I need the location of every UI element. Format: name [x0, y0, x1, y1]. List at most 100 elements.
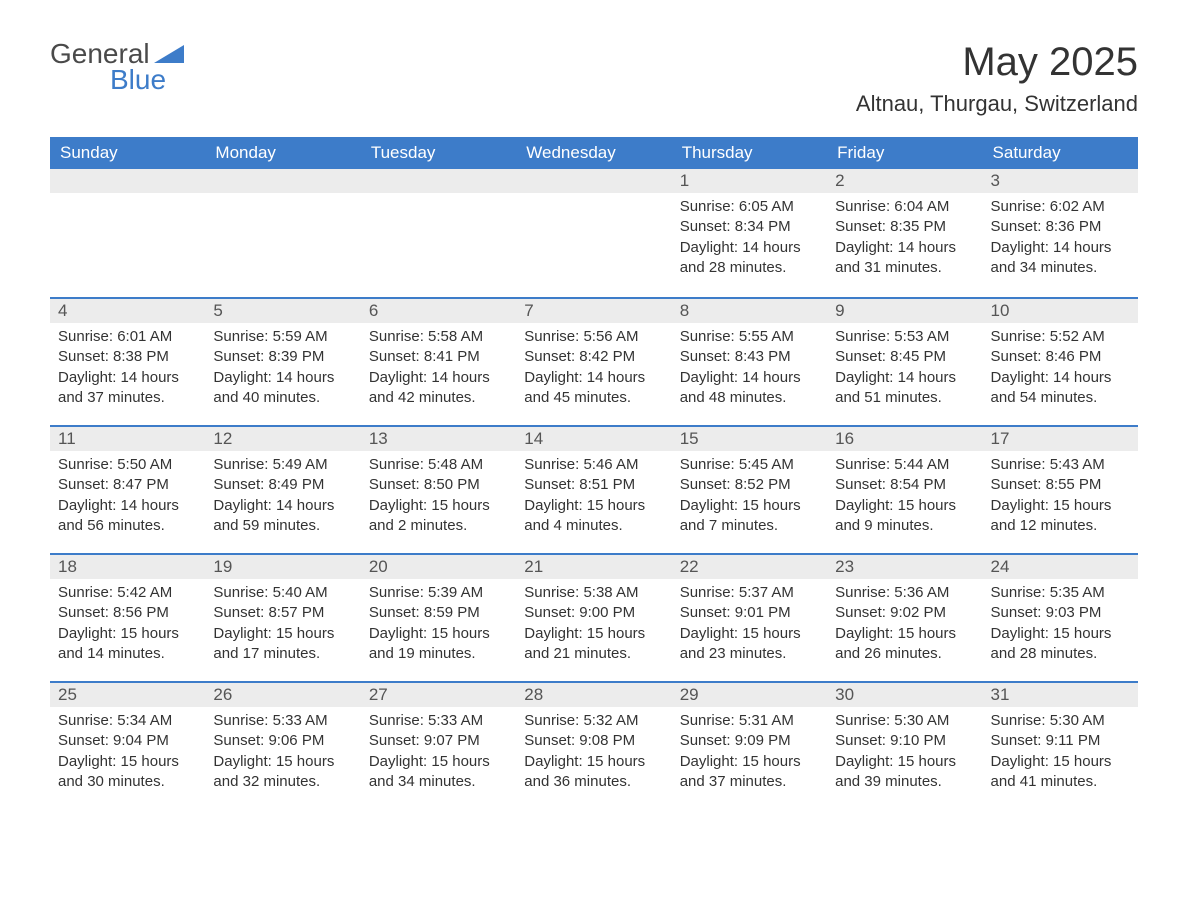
sunset-line: Sunset: 9:03 PM: [991, 603, 1130, 623]
day-data: Sunrise: 5:35 AMSunset: 9:03 PMDaylight:…: [983, 579, 1138, 676]
sunset-line: Sunset: 9:00 PM: [524, 603, 663, 623]
day-number: 2: [827, 169, 982, 193]
sunrise-line: Sunrise: 5:34 AM: [58, 711, 197, 731]
daylight-line: Daylight: 15 hours and 28 minutes.: [991, 624, 1130, 665]
day-number: 27: [361, 683, 516, 707]
calendar-table: SundayMondayTuesdayWednesdayThursdayFrid…: [50, 137, 1138, 809]
daylight-line: Daylight: 14 hours and 31 minutes.: [835, 238, 974, 279]
sunset-line: Sunset: 8:45 PM: [835, 347, 974, 367]
calendar-day-cell: 28Sunrise: 5:32 AMSunset: 9:08 PMDayligh…: [516, 681, 671, 809]
day-data: Sunrise: 5:33 AMSunset: 9:07 PMDaylight:…: [361, 707, 516, 804]
sunset-line: Sunset: 8:54 PM: [835, 475, 974, 495]
weekday-header: Friday: [827, 137, 982, 169]
day-number: 26: [205, 683, 360, 707]
daylight-line: Daylight: 15 hours and 2 minutes.: [369, 496, 508, 537]
sunrise-line: Sunrise: 5:58 AM: [369, 327, 508, 347]
day-number: 3: [983, 169, 1138, 193]
day-number: 7: [516, 299, 671, 323]
day-data: Sunrise: 5:52 AMSunset: 8:46 PMDaylight:…: [983, 323, 1138, 420]
sunrise-line: Sunrise: 5:32 AM: [524, 711, 663, 731]
day-data: Sunrise: 5:30 AMSunset: 9:11 PMDaylight:…: [983, 707, 1138, 804]
calendar-day-cell: 25Sunrise: 5:34 AMSunset: 9:04 PMDayligh…: [50, 681, 205, 809]
day-number: 20: [361, 555, 516, 579]
sunset-line: Sunset: 9:07 PM: [369, 731, 508, 751]
daylight-line: Daylight: 15 hours and 39 minutes.: [835, 752, 974, 793]
day-number: 21: [516, 555, 671, 579]
sunset-line: Sunset: 8:39 PM: [213, 347, 352, 367]
calendar-day-cell: 4Sunrise: 6:01 AMSunset: 8:38 PMDaylight…: [50, 297, 205, 425]
sunrise-line: Sunrise: 5:33 AM: [369, 711, 508, 731]
sunset-line: Sunset: 8:50 PM: [369, 475, 508, 495]
calendar-week-row: 25Sunrise: 5:34 AMSunset: 9:04 PMDayligh…: [50, 681, 1138, 809]
sunrise-line: Sunrise: 5:35 AM: [991, 583, 1130, 603]
sunrise-line: Sunrise: 5:48 AM: [369, 455, 508, 475]
calendar-day-cell: 19Sunrise: 5:40 AMSunset: 8:57 PMDayligh…: [205, 553, 360, 681]
calendar-day-cell: 31Sunrise: 5:30 AMSunset: 9:11 PMDayligh…: [983, 681, 1138, 809]
calendar-week-row: 1Sunrise: 6:05 AMSunset: 8:34 PMDaylight…: [50, 169, 1138, 297]
day-data: Sunrise: 5:31 AMSunset: 9:09 PMDaylight:…: [672, 707, 827, 804]
calendar-week-row: 11Sunrise: 5:50 AMSunset: 8:47 PMDayligh…: [50, 425, 1138, 553]
day-data: Sunrise: 5:43 AMSunset: 8:55 PMDaylight:…: [983, 451, 1138, 548]
day-data: Sunrise: 5:38 AMSunset: 9:00 PMDaylight:…: [516, 579, 671, 676]
daylight-line: Daylight: 14 hours and 59 minutes.: [213, 496, 352, 537]
calendar-day-cell: 18Sunrise: 5:42 AMSunset: 8:56 PMDayligh…: [50, 553, 205, 681]
day-number: 30: [827, 683, 982, 707]
day-data: Sunrise: 5:59 AMSunset: 8:39 PMDaylight:…: [205, 323, 360, 420]
sunset-line: Sunset: 8:35 PM: [835, 217, 974, 237]
daylight-line: Daylight: 15 hours and 30 minutes.: [58, 752, 197, 793]
daylight-line: Daylight: 14 hours and 34 minutes.: [991, 238, 1130, 279]
sunset-line: Sunset: 8:59 PM: [369, 603, 508, 623]
daylight-line: Daylight: 15 hours and 41 minutes.: [991, 752, 1130, 793]
daylight-line: Daylight: 15 hours and 32 minutes.: [213, 752, 352, 793]
daylight-line: Daylight: 15 hours and 9 minutes.: [835, 496, 974, 537]
daylight-line: Daylight: 15 hours and 14 minutes.: [58, 624, 197, 665]
daylight-line: Daylight: 15 hours and 37 minutes.: [680, 752, 819, 793]
day-number: 14: [516, 427, 671, 451]
day-number: 13: [361, 427, 516, 451]
calendar-header-row: SundayMondayTuesdayWednesdayThursdayFrid…: [50, 137, 1138, 169]
sunrise-line: Sunrise: 5:55 AM: [680, 327, 819, 347]
daylight-line: Daylight: 14 hours and 42 minutes.: [369, 368, 508, 409]
sunrise-line: Sunrise: 5:46 AM: [524, 455, 663, 475]
day-data: Sunrise: 6:01 AMSunset: 8:38 PMDaylight:…: [50, 323, 205, 420]
logo: General Blue: [50, 40, 184, 94]
sunset-line: Sunset: 8:38 PM: [58, 347, 197, 367]
day-number: 4: [50, 299, 205, 323]
daylight-line: Daylight: 14 hours and 48 minutes.: [680, 368, 819, 409]
day-data: Sunrise: 5:30 AMSunset: 9:10 PMDaylight:…: [827, 707, 982, 804]
calendar-day-cell: 10Sunrise: 5:52 AMSunset: 8:46 PMDayligh…: [983, 297, 1138, 425]
daylight-line: Daylight: 14 hours and 37 minutes.: [58, 368, 197, 409]
calendar-day-cell: 24Sunrise: 5:35 AMSunset: 9:03 PMDayligh…: [983, 553, 1138, 681]
day-data: Sunrise: 5:37 AMSunset: 9:01 PMDaylight:…: [672, 579, 827, 676]
sunset-line: Sunset: 8:57 PM: [213, 603, 352, 623]
day-number: 10: [983, 299, 1138, 323]
day-data: Sunrise: 5:33 AMSunset: 9:06 PMDaylight:…: [205, 707, 360, 804]
sunrise-line: Sunrise: 5:30 AM: [835, 711, 974, 731]
sunrise-line: Sunrise: 5:50 AM: [58, 455, 197, 475]
sunset-line: Sunset: 9:01 PM: [680, 603, 819, 623]
sunset-line: Sunset: 9:10 PM: [835, 731, 974, 751]
day-data: Sunrise: 5:32 AMSunset: 9:08 PMDaylight:…: [516, 707, 671, 804]
calendar-day-cell: 1Sunrise: 6:05 AMSunset: 8:34 PMDaylight…: [672, 169, 827, 297]
sunset-line: Sunset: 9:04 PM: [58, 731, 197, 751]
day-number: 29: [672, 683, 827, 707]
sunrise-line: Sunrise: 5:30 AM: [991, 711, 1130, 731]
daylight-line: Daylight: 15 hours and 36 minutes.: [524, 752, 663, 793]
day-data: Sunrise: 5:46 AMSunset: 8:51 PMDaylight:…: [516, 451, 671, 548]
sunset-line: Sunset: 8:56 PM: [58, 603, 197, 623]
day-data: Sunrise: 5:55 AMSunset: 8:43 PMDaylight:…: [672, 323, 827, 420]
sunrise-line: Sunrise: 5:56 AM: [524, 327, 663, 347]
daylight-line: Daylight: 14 hours and 51 minutes.: [835, 368, 974, 409]
day-data: Sunrise: 6:04 AMSunset: 8:35 PMDaylight:…: [827, 193, 982, 290]
sunset-line: Sunset: 9:08 PM: [524, 731, 663, 751]
calendar-day-cell: 22Sunrise: 5:37 AMSunset: 9:01 PMDayligh…: [672, 553, 827, 681]
calendar-week-row: 18Sunrise: 5:42 AMSunset: 8:56 PMDayligh…: [50, 553, 1138, 681]
weekday-header: Monday: [205, 137, 360, 169]
sunset-line: Sunset: 8:43 PM: [680, 347, 819, 367]
calendar-empty-cell: [516, 169, 671, 297]
daylight-line: Daylight: 14 hours and 40 minutes.: [213, 368, 352, 409]
title-block: May 2025 Altnau, Thurgau, Switzerland: [856, 40, 1138, 117]
sunset-line: Sunset: 8:51 PM: [524, 475, 663, 495]
day-number: 9: [827, 299, 982, 323]
daylight-line: Daylight: 15 hours and 4 minutes.: [524, 496, 663, 537]
